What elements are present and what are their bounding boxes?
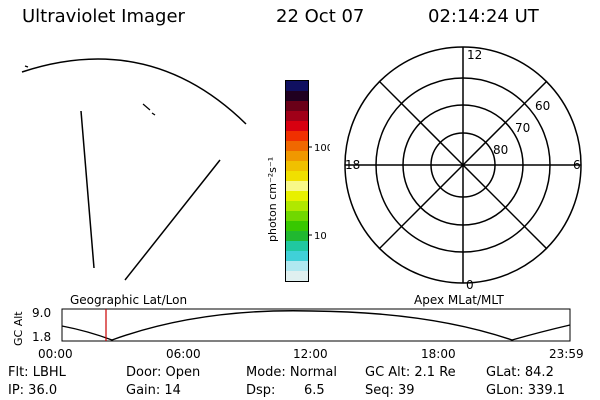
altitude-plot-frame [61,308,571,342]
info-dsp-value: 6.5 [304,383,325,398]
colorbar-swatch [286,211,308,221]
time-tick-1800: 18:00 [421,347,456,361]
info-glat: GLat: 84.2 [486,365,554,380]
mlt-label-18: 18 [345,158,360,172]
colorbar-swatch [286,161,308,171]
tick-fragment [151,112,156,116]
time-label: 02:14:24 UT [428,6,539,27]
info-seq: Seq: 39 [365,383,415,398]
apex-label: Apex MLat/MLT [414,293,504,307]
colorbar-swatch [286,241,308,251]
colorbar-swatch [286,251,308,261]
mlt-label-12: 12 [467,48,482,62]
colorbar-swatch [286,151,308,161]
time-tick-1200: 12:00 [293,347,328,361]
time-tick-0000: 00:00 [38,347,73,361]
time-tick-2359: 23:59 [549,347,584,361]
info-door: Door: Open [126,365,201,380]
image-edge-right [124,159,221,281]
lat-label-60: 60 [535,99,550,113]
colorbar-swatch [286,191,308,201]
colorbar-swatch [286,111,308,121]
mlt-label-6: 6 [573,158,581,172]
colorbar-swatch [286,101,308,111]
info-gain: Gain: 14 [126,383,181,398]
date-label: 22 Oct 07 [276,6,365,27]
info-ip: IP: 36.0 [8,383,58,398]
horizon-arc [21,58,247,125]
colorbar-swatch [286,221,308,231]
colorbar-swatch [286,81,308,91]
colorbar-swatch [286,231,308,241]
colorbar-swatch [286,91,308,101]
colorbar-axis: 100 10 photon cm⁻²s⁻¹ [266,143,330,242]
info-mode: Mode: Normal [246,365,337,380]
colorbar-swatch [286,181,308,191]
colorbar-tick-10: 10 [314,231,327,242]
polar-diagonal [378,80,548,250]
altitude-axis-label: GC Alt [12,311,25,346]
geographic-image-panel [21,58,247,281]
instrument-title: Ultraviolet Imager [22,6,185,27]
lat-label-80: 80 [493,143,508,157]
colorbar-swatch [286,261,308,271]
altitude-curve [61,310,571,341]
info-glon: GLon: 339.1 [486,383,566,398]
altitude-ymax: 9.0 [32,306,51,320]
time-tick-0600: 06:00 [166,347,201,361]
lat-label-70: 70 [515,121,530,135]
geographic-label: Geographic Lat/Lon [70,293,188,307]
image-edge-left [80,110,95,269]
colorbar-unit-label: photon cm⁻²s⁻¹ [266,157,279,242]
colorbar-swatch [286,271,308,281]
tick-fragment [24,65,29,68]
tick-fragment [142,103,151,111]
colorbar-swatch [286,131,308,141]
colorbar [285,80,309,282]
polar-plot: 12 18 6 0 60 70 80 [344,46,582,292]
colorbar-swatch [286,141,308,151]
info-flt: Flt: LBHL [8,365,66,380]
mlt-label-0: 0 [466,278,474,292]
colorbar-swatch [286,121,308,131]
colorbar-swatch [286,171,308,181]
info-gc-alt: GC Alt: 2.1 Re [365,365,456,380]
colorbar-swatch [286,201,308,211]
altitude-ymin: 1.8 [32,330,51,344]
altitude-plot: GC Alt 9.0 1.8 00:00 06:00 12:00 18:00 2… [12,306,584,361]
info-dsp-label: Dsp: [246,383,276,398]
colorbar-tick-100: 100 [314,143,330,154]
